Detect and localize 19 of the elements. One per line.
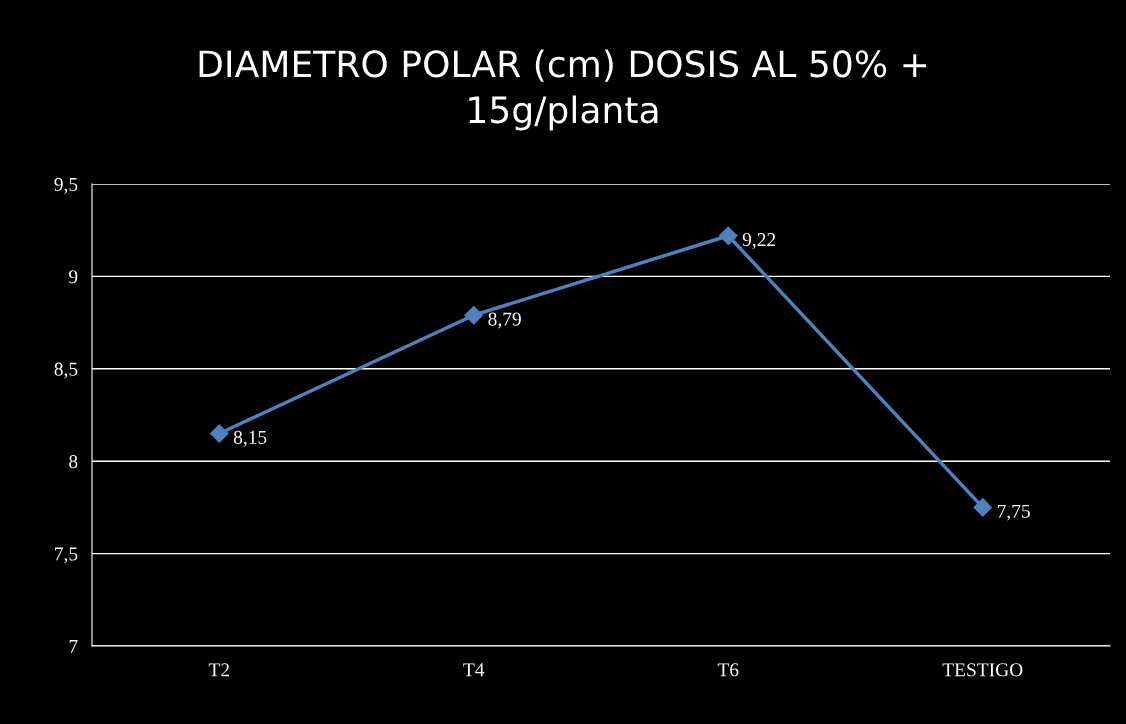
x-tick-label: T2 [208,663,229,677]
data-label: 8,79 [488,312,521,329]
point [209,424,229,443]
y-tick-label: 9,5 [54,177,78,194]
chart-title: DIAMETRO POLAR (cm) DOSIS AL 50% + 15g/planta [199,49,927,131]
data-label: 9,22 [742,233,776,249]
x-tick-label: T6 [717,663,739,677]
x-tick-label: T4 [463,663,485,677]
y-tick-label: 9 [69,270,78,284]
point [973,498,993,517]
y-tick-label: 7 [69,640,78,653]
y-tick-label: 8,5 [54,362,78,379]
point [464,305,484,325]
data-label: 8,15 [233,430,267,447]
y-tick-label: 8 [69,455,78,469]
y-tick-label: 7,5 [55,547,78,564]
x-tick-label: TESTIGO [942,663,1023,677]
point [718,226,738,246]
data-label: 7,75 [997,504,1030,521]
